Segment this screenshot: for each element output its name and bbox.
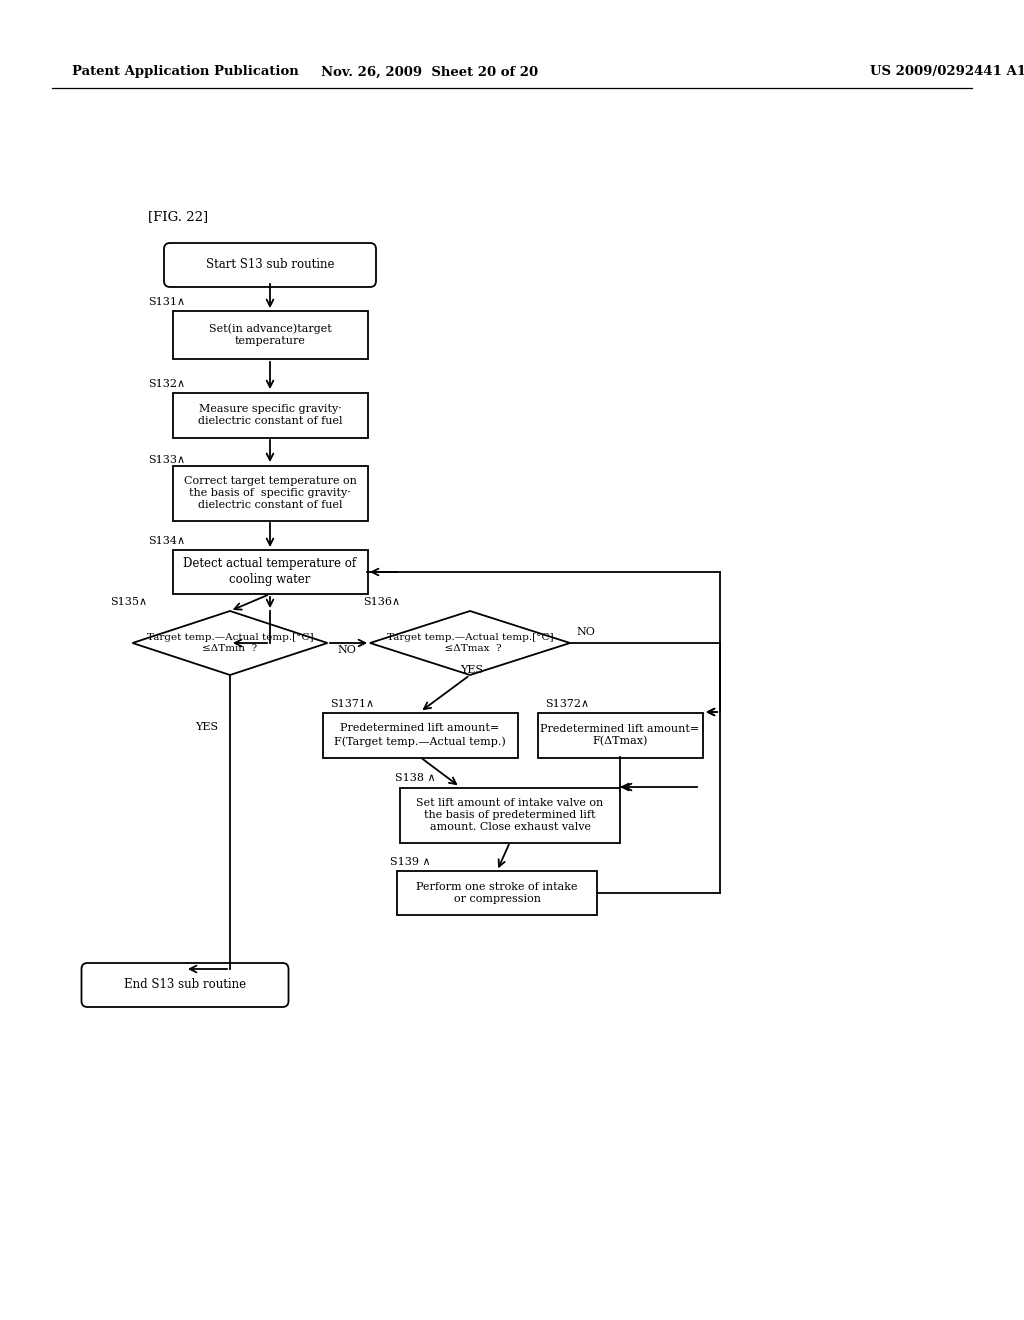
Bar [323, 713, 517, 758]
Text: S138 ∧: S138 ∧ [395, 774, 435, 783]
Text: Perform one stroke of intake
or compression: Perform one stroke of intake or compress… [416, 882, 578, 904]
Text: Target temp.—Actual temp.[°C]
≤ΔTmin  ?: Target temp.—Actual temp.[°C] ≤ΔTmin ? [146, 634, 313, 653]
Bar [397, 871, 597, 915]
Text: S133∧: S133∧ [148, 455, 185, 465]
Text: Nov. 26, 2009  Sheet 20 of 20: Nov. 26, 2009 Sheet 20 of 20 [322, 66, 539, 78]
Text: Predetermined lift amount=
F(Target temp.—Actual temp.): Predetermined lift amount= F(Target temp… [334, 723, 506, 747]
Text: End S13 sub routine: End S13 sub routine [124, 978, 246, 991]
Text: Patent Application Publication: Patent Application Publication [72, 66, 299, 78]
Text: NO: NO [337, 645, 356, 655]
Bar [400, 788, 620, 842]
Text: Detect actual temperature of
cooling water: Detect actual temperature of cooling wat… [183, 557, 356, 586]
Text: S131∧: S131∧ [148, 297, 185, 308]
Text: S135∧: S135∧ [110, 597, 147, 607]
Text: S1372∧: S1372∧ [545, 700, 589, 709]
Bar [172, 550, 368, 594]
Text: US 2009/0292441 A1: US 2009/0292441 A1 [870, 66, 1024, 78]
FancyBboxPatch shape [164, 243, 376, 286]
Bar [172, 392, 368, 437]
FancyBboxPatch shape [82, 964, 289, 1007]
Text: NO: NO [575, 627, 595, 638]
Text: Set lift amount of intake valve on
the basis of predetermined lift
amount. Close: Set lift amount of intake valve on the b… [417, 797, 603, 833]
Text: S1371∧: S1371∧ [330, 700, 374, 709]
Polygon shape [370, 611, 570, 675]
Text: YES: YES [195, 722, 218, 733]
Text: YES: YES [460, 665, 483, 675]
Text: Predetermined lift amount=
F(ΔTmax): Predetermined lift amount= F(ΔTmax) [541, 723, 699, 746]
Text: Correct target temperature on
the basis of  specific gravity·
dielectric constan: Correct target temperature on the basis … [183, 475, 356, 511]
Bar [538, 713, 702, 758]
Text: S139 ∧: S139 ∧ [390, 857, 431, 867]
Text: Set(in advance)target
temperature: Set(in advance)target temperature [209, 323, 332, 346]
Text: Measure specific gravity·
dielectric constant of fuel: Measure specific gravity· dielectric con… [198, 404, 342, 426]
Polygon shape [132, 611, 328, 675]
Text: S134∧: S134∧ [148, 536, 185, 546]
Text: S136∧: S136∧ [362, 597, 400, 607]
Bar [172, 466, 368, 520]
Text: Target temp.—Actual temp.[°C]
  ≤ΔTmax  ?: Target temp.—Actual temp.[°C] ≤ΔTmax ? [387, 634, 553, 653]
Bar [172, 312, 368, 359]
Text: Start S13 sub routine: Start S13 sub routine [206, 259, 334, 272]
Text: [FIG. 22]: [FIG. 22] [148, 210, 208, 223]
Text: S132∧: S132∧ [148, 379, 185, 389]
